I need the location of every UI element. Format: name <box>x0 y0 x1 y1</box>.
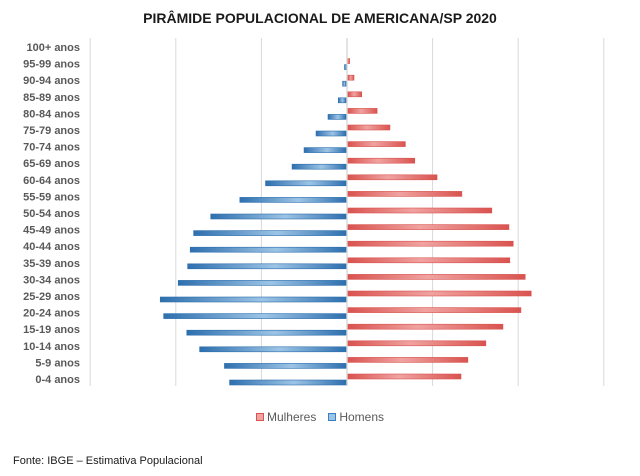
gridlines <box>89 38 605 386</box>
y-tick-label: 50-54 anos <box>23 208 80 220</box>
bar-homens <box>327 114 347 120</box>
y-tick-label: 65-69 anos <box>23 158 80 170</box>
y-tick-label: 35-39 anos <box>23 258 80 270</box>
y-tick-label: 40-44 anos <box>23 241 80 253</box>
y-tick-label: 100+ anos <box>26 42 80 54</box>
bar-homens <box>193 230 347 236</box>
bar-homens <box>186 329 347 336</box>
bars <box>159 58 532 386</box>
bar-mulheres <box>347 224 510 230</box>
legend-swatch-homens <box>328 413 337 421</box>
bar-homens <box>189 246 347 253</box>
source-note: Fonte: IBGE – Estimativa Populacional <box>13 455 203 467</box>
bar-mulheres <box>347 141 406 147</box>
bar-mulheres <box>347 174 438 181</box>
y-tick-label: 45-49 anos <box>23 225 80 237</box>
y-axis-labels: 100+ anos 95-99 anos 90-94 anos 85-89 anos 8… <box>23 42 80 386</box>
y-tick-label: 55-59 anos <box>23 191 80 203</box>
bar-mulheres <box>347 357 469 363</box>
y-tick-label: 60-64 anos <box>23 175 80 187</box>
bar-homens <box>342 80 347 87</box>
bar-mulheres <box>347 274 526 280</box>
legend-label-mulheres: Mulheres <box>266 410 317 424</box>
y-tick-label: 10-14 anos <box>23 341 80 353</box>
bar-homens <box>229 379 347 386</box>
y-tick-label: 5-9 anos <box>35 357 80 369</box>
bar-mulheres <box>347 373 462 380</box>
bar-homens <box>303 147 347 153</box>
bar-mulheres <box>347 74 355 81</box>
bar-mulheres <box>347 91 362 98</box>
bar-homens <box>159 296 347 303</box>
y-tick-label: 85-89 anos <box>23 92 80 104</box>
bar-homens <box>224 363 347 369</box>
bar-homens <box>239 197 347 203</box>
bar-homens <box>337 97 347 104</box>
y-tick-label: 70-74 anos <box>23 142 80 154</box>
bar-mulheres <box>347 257 511 264</box>
bar-mulheres <box>347 307 522 313</box>
y-tick-label: 90-94 anos <box>23 75 80 87</box>
chart-title: PIRÂMIDE POPULACIONAL DE AMERICANA/SP 20… <box>143 10 497 26</box>
bar-mulheres <box>347 191 463 197</box>
bar-mulheres <box>347 108 378 114</box>
y-tick-label: 20-24 anos <box>23 308 80 320</box>
bar-mulheres <box>347 340 487 347</box>
bar-homens <box>291 163 347 170</box>
legend-label-homens: Homens <box>339 410 385 424</box>
legend-item-mulheres: Mulheres <box>255 410 317 424</box>
bar-mulheres <box>347 323 504 330</box>
bar-mulheres <box>347 157 416 164</box>
y-tick-label: 80-84 anos <box>23 108 80 120</box>
bar-homens <box>210 213 347 220</box>
legend-item-homens: Homens <box>328 410 384 424</box>
bar-mulheres <box>347 240 514 247</box>
bar-mulheres <box>347 58 351 64</box>
bar-homens <box>187 263 347 270</box>
bar-homens <box>177 280 347 286</box>
bar-homens <box>163 313 347 319</box>
bar-mulheres <box>347 290 532 297</box>
bar-mulheres <box>347 207 493 214</box>
bar-homens <box>265 180 347 187</box>
legend: Mulheres Homens <box>0 410 640 424</box>
bar-homens <box>344 64 347 70</box>
y-tick-label: 15-19 anos <box>23 324 80 336</box>
legend-swatch-mulheres <box>255 413 264 421</box>
bar-mulheres <box>347 124 391 131</box>
bar-homens <box>199 346 347 353</box>
y-tick-label: 25-29 anos <box>23 291 80 303</box>
bar-homens <box>315 130 347 137</box>
pyramid-chart: 100+ anos 95-99 anos 90-94 anos 85-89 anos 8… <box>23 38 605 386</box>
y-tick-label: 75-79 anos <box>23 125 80 137</box>
y-tick-label: 30-34 anos <box>23 274 80 286</box>
y-tick-label: 0-4 anos <box>35 374 80 386</box>
y-tick-label: 95-99 anos <box>23 59 80 71</box>
